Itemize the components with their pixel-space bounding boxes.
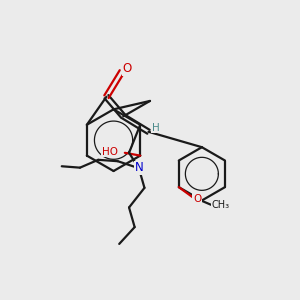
Text: HO: HO bbox=[102, 147, 118, 157]
Text: H: H bbox=[152, 123, 159, 133]
Text: O: O bbox=[193, 194, 201, 204]
Text: CH₃: CH₃ bbox=[211, 200, 230, 209]
Text: N: N bbox=[135, 161, 144, 174]
Text: O: O bbox=[122, 62, 132, 75]
